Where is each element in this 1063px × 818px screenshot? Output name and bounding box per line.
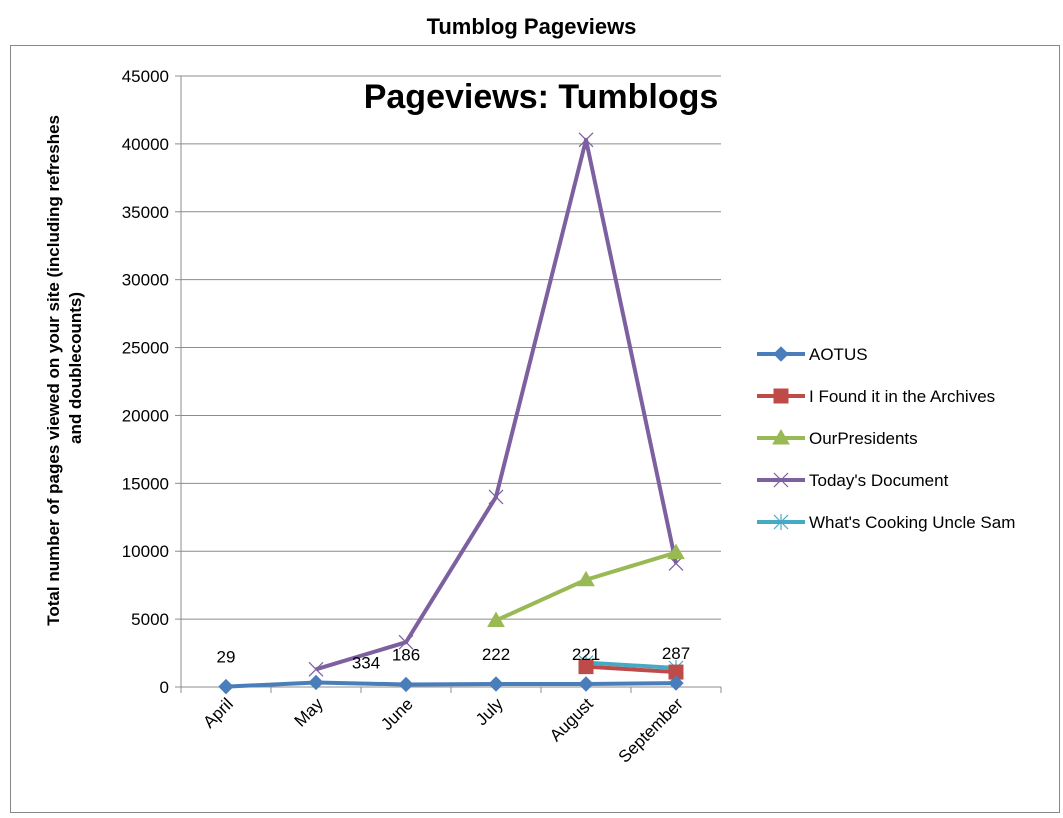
series-line-ourpresidents <box>496 553 676 621</box>
diamond-marker <box>489 677 503 691</box>
data-label: 222 <box>482 645 510 664</box>
legend-item: What's Cooking Uncle Sam <box>757 513 1015 532</box>
x-tick-label: July <box>472 694 507 729</box>
data-label: 186 <box>392 645 420 664</box>
diamond-marker <box>219 680 233 694</box>
y-axis-title-line-2: and doublecounts) <box>66 292 85 444</box>
data-point-aotus <box>399 677 413 691</box>
y-tick-label: 40000 <box>122 135 169 154</box>
y-tick-label: 35000 <box>122 203 169 222</box>
y-tick-label: 5000 <box>131 610 169 629</box>
y-tick-label: 30000 <box>122 271 169 290</box>
data-label: 287 <box>662 644 690 663</box>
data-label: 29 <box>217 648 236 667</box>
y-tick-label: 15000 <box>122 474 169 493</box>
data-point-aotus <box>489 677 503 691</box>
legend-swatch-marker <box>774 347 788 361</box>
y-axis-title: Total number of pages viewed on your sit… <box>44 110 85 625</box>
legend-item: I Found it in the Archives <box>757 387 995 406</box>
legend-label: Today's Document <box>809 471 949 490</box>
legend-item: AOTUS <box>757 345 868 364</box>
y-tick-label: 25000 <box>122 339 169 358</box>
data-label: 334 <box>352 653 380 672</box>
legend-label: I Found it in the Archives <box>809 387 995 406</box>
x-tick-label: April <box>199 694 236 731</box>
y-tick-label: 10000 <box>122 542 169 561</box>
data-point-aotus <box>579 677 593 691</box>
diamond-marker <box>774 347 788 361</box>
x-tick-label: June <box>377 694 417 734</box>
inner-chart-title: Pageviews: Tumblogs <box>364 78 719 116</box>
y-tick-label: 45000 <box>122 67 169 86</box>
chart-area: 0 5000 10000 15000 20000 25000 30000 35000 40000… <box>10 45 1060 813</box>
y-tick-label: 20000 <box>122 406 169 425</box>
series-line-today-s-document <box>316 140 676 670</box>
axes: 0 5000 10000 15000 20000 25000 30000 35000 40000… <box>122 67 721 767</box>
y-axis-title-line-1: Total number of pages viewed on your sit… <box>44 115 63 626</box>
gridlines <box>181 76 721 619</box>
legend-swatch-marker <box>774 389 788 403</box>
diamond-marker <box>399 677 413 691</box>
square-marker <box>774 389 788 403</box>
x-tick-label: May <box>291 694 327 730</box>
chart-title: Tumblog Pageviews <box>0 14 1063 40</box>
legend-label: AOTUS <box>809 345 868 364</box>
series-line-aotus <box>226 682 676 686</box>
legend-label: OurPresidents <box>809 429 918 448</box>
series-lines <box>219 133 684 694</box>
legend-item: Today's Document <box>757 471 949 490</box>
x-tick-label: September <box>615 694 687 766</box>
legend-label: What's Cooking Uncle Sam <box>809 513 1015 532</box>
data-label: 221 <box>572 645 600 664</box>
legend: AOTUS I Found it in the Archives OurPresid… <box>757 345 1015 532</box>
diamond-marker <box>579 677 593 691</box>
legend-item: OurPresidents <box>757 429 918 448</box>
y-tick-label: 0 <box>160 678 169 697</box>
x-tick-label: August <box>546 694 597 745</box>
data-point-aotus <box>219 680 233 694</box>
chart-svg: 0 5000 10000 15000 20000 25000 30000 35000 40000… <box>11 46 1059 812</box>
